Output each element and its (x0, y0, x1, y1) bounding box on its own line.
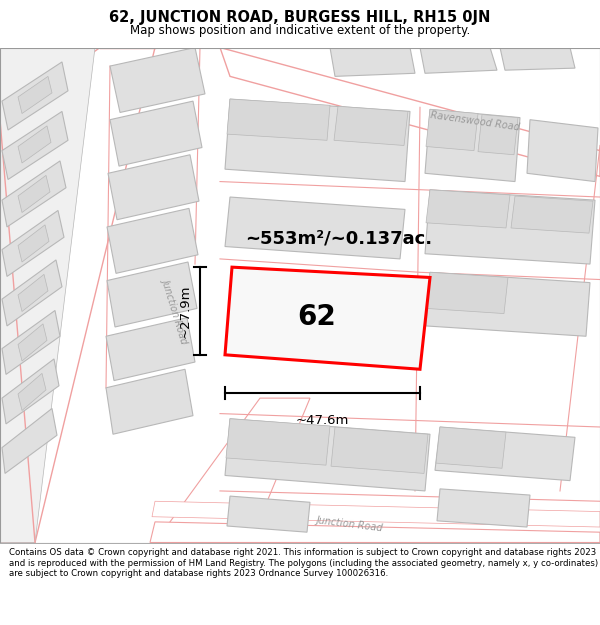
Polygon shape (110, 48, 205, 112)
Polygon shape (106, 369, 193, 434)
Polygon shape (225, 419, 430, 491)
Polygon shape (331, 427, 428, 473)
Polygon shape (226, 419, 330, 465)
Text: Map shows position and indicative extent of the property.: Map shows position and indicative extent… (130, 24, 470, 37)
Polygon shape (478, 114, 518, 155)
Polygon shape (426, 272, 508, 314)
Polygon shape (500, 48, 575, 70)
Text: ~553m²/~0.137ac.: ~553m²/~0.137ac. (245, 229, 432, 248)
Text: Junction Road: Junction Road (316, 515, 384, 533)
Polygon shape (426, 272, 590, 336)
Polygon shape (108, 155, 199, 220)
Polygon shape (225, 267, 430, 369)
Polygon shape (2, 161, 66, 227)
Polygon shape (2, 260, 62, 326)
Polygon shape (18, 126, 51, 163)
Polygon shape (420, 48, 497, 73)
Polygon shape (225, 99, 410, 181)
Polygon shape (0, 48, 95, 542)
Polygon shape (152, 501, 600, 527)
Polygon shape (425, 109, 520, 181)
Text: Ravenswood Road: Ravenswood Road (430, 111, 521, 133)
Polygon shape (2, 359, 59, 424)
Polygon shape (2, 211, 64, 276)
Polygon shape (2, 62, 68, 130)
Polygon shape (425, 190, 595, 264)
Text: Junction Road: Junction Road (160, 277, 190, 344)
Polygon shape (18, 76, 52, 114)
Polygon shape (18, 225, 49, 262)
Polygon shape (107, 208, 198, 273)
Polygon shape (18, 324, 47, 361)
Polygon shape (436, 427, 506, 468)
Polygon shape (527, 120, 598, 181)
Polygon shape (110, 101, 202, 166)
Text: 62, JUNCTION ROAD, BURGESS HILL, RH15 0JN: 62, JUNCTION ROAD, BURGESS HILL, RH15 0J… (109, 11, 491, 26)
Polygon shape (155, 398, 310, 542)
Polygon shape (220, 48, 600, 176)
Polygon shape (437, 489, 530, 527)
Polygon shape (227, 496, 310, 532)
Polygon shape (435, 427, 575, 481)
Polygon shape (0, 48, 155, 542)
Polygon shape (330, 48, 415, 76)
Polygon shape (18, 373, 46, 411)
Polygon shape (106, 318, 195, 381)
Text: Contains OS data © Crown copyright and database right 2021. This information is : Contains OS data © Crown copyright and d… (9, 548, 598, 578)
Polygon shape (2, 409, 57, 473)
Text: ~47.6m: ~47.6m (296, 414, 349, 427)
Polygon shape (150, 522, 600, 542)
Polygon shape (426, 109, 478, 151)
Polygon shape (2, 311, 60, 374)
Text: 62: 62 (298, 303, 336, 331)
Polygon shape (511, 196, 593, 233)
Polygon shape (18, 274, 48, 311)
Polygon shape (334, 106, 408, 146)
Polygon shape (18, 176, 50, 213)
Text: ~27.9m: ~27.9m (179, 284, 192, 338)
Polygon shape (227, 99, 330, 140)
Polygon shape (225, 197, 405, 259)
Polygon shape (426, 190, 510, 228)
Polygon shape (107, 262, 197, 327)
Polygon shape (2, 111, 68, 179)
